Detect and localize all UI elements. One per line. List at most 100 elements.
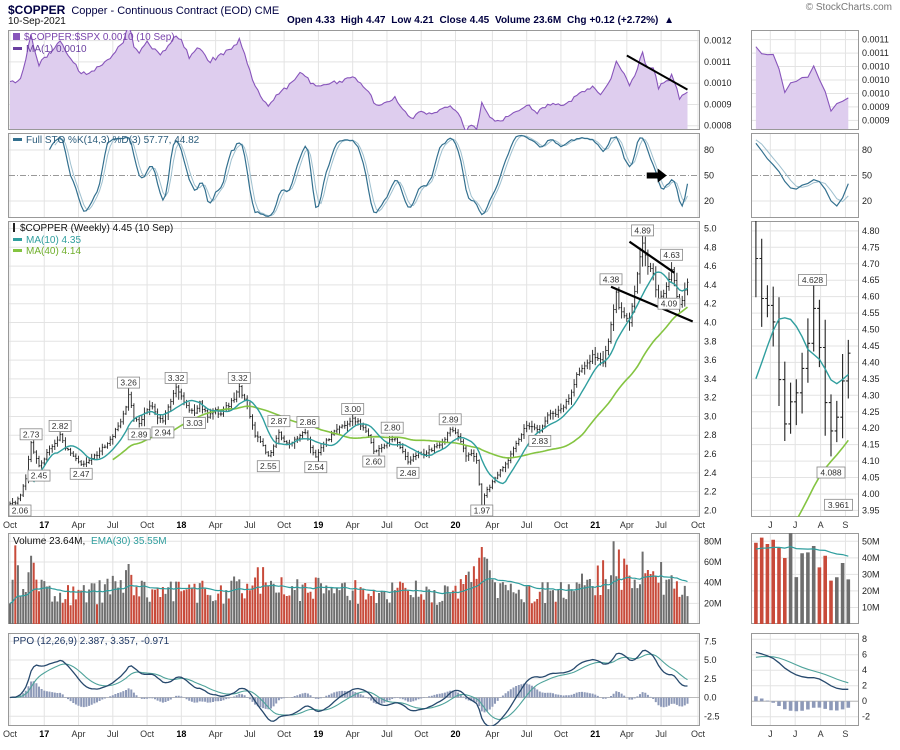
svg-text:18: 18 [176,520,186,530]
svg-text:0.0010: 0.0010 [704,78,732,88]
volume-label: Volume [495,15,531,26]
panel-vol-z: 50M 40M 30M 20M 10M [751,533,880,624]
panel-stoch-m: 80 50 20 [8,133,714,218]
svg-text:Jul: Jul [521,520,533,530]
svg-text:2.54: 2.54 [308,462,325,472]
ma40-label: MA(40) 4.14 [26,246,82,257]
svg-text:Jul: Jul [521,729,533,739]
svg-text:Jul: Jul [381,520,393,530]
svg-text:2.94: 2.94 [155,427,172,437]
svg-text:Apr: Apr [72,729,86,739]
svg-text:7.5: 7.5 [704,636,717,646]
svg-text:2.83: 2.83 [532,436,549,446]
svg-text:3.8: 3.8 [704,336,717,346]
panel-price-m: 5.0 4.8 4.6 4.4 4.2 4.0 3.8 3.6 3.4 3.2 3.0 2.8 2.6 2… [3,221,717,530]
svg-text:Apr: Apr [346,520,360,530]
svg-text:50: 50 [862,171,872,181]
svg-text:2.4: 2.4 [704,468,717,478]
svg-text:Jul: Jul [244,520,256,530]
panel-price-z: 4.80 4.75 4.70 4.65 4.60 4.55 4.50 4.45 4.40 4.35… [751,221,880,530]
svg-text:40M: 40M [862,553,880,563]
stochastic-swatch [13,138,22,141]
svg-text:80: 80 [862,145,872,155]
panel-ratio-z: 0.0011 0.0011 0.0010 0.0010 0.0010 0.0009 0.00… [751,30,890,130]
ohlc-series-swatch [13,223,15,232]
svg-text:Jul: Jul [244,729,256,739]
svg-text:4.8: 4.8 [704,242,717,252]
ma10-label: MA(10) 4.35 [26,234,82,246]
svg-text:2: 2 [862,681,867,691]
panel-vol-m: 80M 60M 40M 20M [8,533,722,624]
svg-text:0.0011: 0.0011 [704,57,731,67]
svg-text:80: 80 [704,145,714,155]
open-value: 4.33 [315,15,336,26]
svg-text:10M: 10M [862,602,880,612]
close-label: Close [439,15,467,26]
svg-text:1.97: 1.97 [474,506,491,516]
svg-text:2.6: 2.6 [704,449,717,459]
svg-text:20: 20 [862,196,872,206]
svg-text:17: 17 [39,520,49,530]
svg-text:6: 6 [862,650,867,660]
price-legend: $COPPER (Weekly) 4.45 (10 Sep) MA(10) 4.… [13,223,173,258]
svg-text:0.0009: 0.0009 [704,99,732,109]
svg-text:50: 50 [704,171,714,181]
svg-text:J: J [768,520,773,530]
svg-text:Oct: Oct [554,729,569,739]
svg-text:20M: 20M [704,598,722,608]
panel-ratio-m: 0.0012 0.0011 0.0010 0.0009 0.0008 [8,30,732,131]
svg-text:2.47: 2.47 [73,469,90,479]
svg-text:Oct: Oct [3,520,18,530]
svg-text:4.10: 4.10 [862,456,880,466]
svg-text:2.86: 2.86 [300,417,317,427]
svg-text:0.0: 0.0 [704,693,717,703]
svg-text:Jul: Jul [107,520,119,530]
svg-text:Jul: Jul [107,729,119,739]
svg-text:4.20: 4.20 [862,423,880,433]
high-value: 4.47 [366,15,386,26]
svg-text:60M: 60M [704,557,722,567]
svg-text:0.0010: 0.0010 [862,88,890,98]
copyright: © StockCharts.com [805,2,892,13]
low-label: Low [391,15,412,26]
svg-text:4.55: 4.55 [862,308,880,318]
svg-text:4.09: 4.09 [661,299,678,309]
svg-text:19: 19 [313,520,323,530]
svg-text:4.60: 4.60 [862,292,880,302]
svg-text:18: 18 [176,729,186,739]
svg-text:4.628: 4.628 [802,275,824,285]
svg-text:0.0010: 0.0010 [862,75,890,85]
svg-text:3.961: 3.961 [828,500,850,510]
svg-text:2.89: 2.89 [442,414,459,424]
close-value: 4.45 [469,15,490,26]
svg-text:3.2: 3.2 [704,393,717,403]
svg-text:2.60: 2.60 [365,457,382,467]
svg-text:J: J [793,520,798,530]
svg-text:4.80: 4.80 [862,226,880,236]
open-label: Open [287,15,313,26]
price-series-label: $COPPER (Weekly) 4.45 (10 Sep) [20,223,174,234]
volume-legend: Volume 23.64M, EMA(30) 35.55M [13,536,167,548]
svg-text:4.15: 4.15 [862,440,880,450]
svg-text:S: S [842,520,848,530]
svg-text:20: 20 [450,729,460,739]
volume-value: 23.6M [533,15,562,26]
svg-text:4.0: 4.0 [704,317,717,327]
svg-text:Apr: Apr [485,729,499,739]
ticker-symbol: $COPPER [8,3,66,17]
svg-text:Apr: Apr [346,729,360,739]
svg-text:3.0: 3.0 [704,411,717,421]
svg-text:3.26: 3.26 [120,378,137,388]
svg-text:2.87: 2.87 [271,416,288,426]
chg-label: Chg [566,15,587,26]
svg-text:2.2: 2.2 [704,487,717,497]
svg-text:Oct: Oct [3,729,18,739]
svg-text:4.2: 4.2 [704,299,717,309]
svg-text:4.6: 4.6 [704,261,717,271]
svg-text:Jul: Jul [655,520,667,530]
svg-text:2.06: 2.06 [12,506,29,516]
svg-text:0.0011: 0.0011 [862,48,889,58]
chg-value: +0.12 (+2.72%) [589,15,659,26]
svg-text:Oct: Oct [414,520,429,530]
